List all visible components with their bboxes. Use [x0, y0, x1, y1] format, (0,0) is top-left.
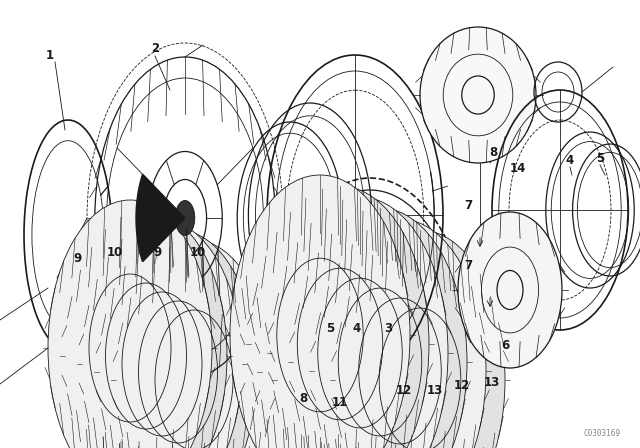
Text: 12: 12 — [396, 383, 412, 396]
Ellipse shape — [293, 208, 467, 448]
Text: 5: 5 — [596, 151, 604, 164]
Text: 9: 9 — [74, 251, 82, 264]
Text: 14: 14 — [510, 161, 526, 175]
Text: 8: 8 — [299, 392, 307, 405]
Text: 1: 1 — [46, 48, 54, 61]
Ellipse shape — [65, 210, 227, 448]
Text: 6: 6 — [501, 339, 509, 352]
Text: 10: 10 — [190, 246, 206, 258]
Ellipse shape — [314, 219, 486, 448]
Text: 5: 5 — [326, 322, 334, 335]
Ellipse shape — [251, 186, 429, 448]
Ellipse shape — [116, 240, 272, 448]
Text: 7: 7 — [464, 258, 472, 271]
Text: 7: 7 — [464, 198, 472, 211]
Ellipse shape — [458, 212, 562, 368]
Text: 10: 10 — [107, 246, 123, 258]
Ellipse shape — [175, 201, 195, 236]
Text: 4: 4 — [353, 322, 361, 335]
Ellipse shape — [335, 230, 505, 448]
Ellipse shape — [420, 27, 536, 163]
Text: 13: 13 — [427, 383, 443, 396]
Text: 2: 2 — [151, 42, 159, 55]
Text: 9: 9 — [154, 246, 162, 258]
Ellipse shape — [48, 200, 212, 448]
Ellipse shape — [99, 230, 257, 448]
Text: 12: 12 — [454, 379, 470, 392]
Ellipse shape — [230, 175, 410, 448]
Text: 3: 3 — [384, 322, 392, 335]
Text: 11: 11 — [332, 396, 348, 409]
Ellipse shape — [82, 220, 242, 448]
Text: 4: 4 — [566, 154, 574, 167]
Text: 8: 8 — [489, 146, 497, 159]
Text: C0303169: C0303169 — [583, 429, 620, 438]
Polygon shape — [136, 174, 185, 262]
Text: 13: 13 — [484, 375, 500, 388]
Ellipse shape — [272, 197, 448, 448]
